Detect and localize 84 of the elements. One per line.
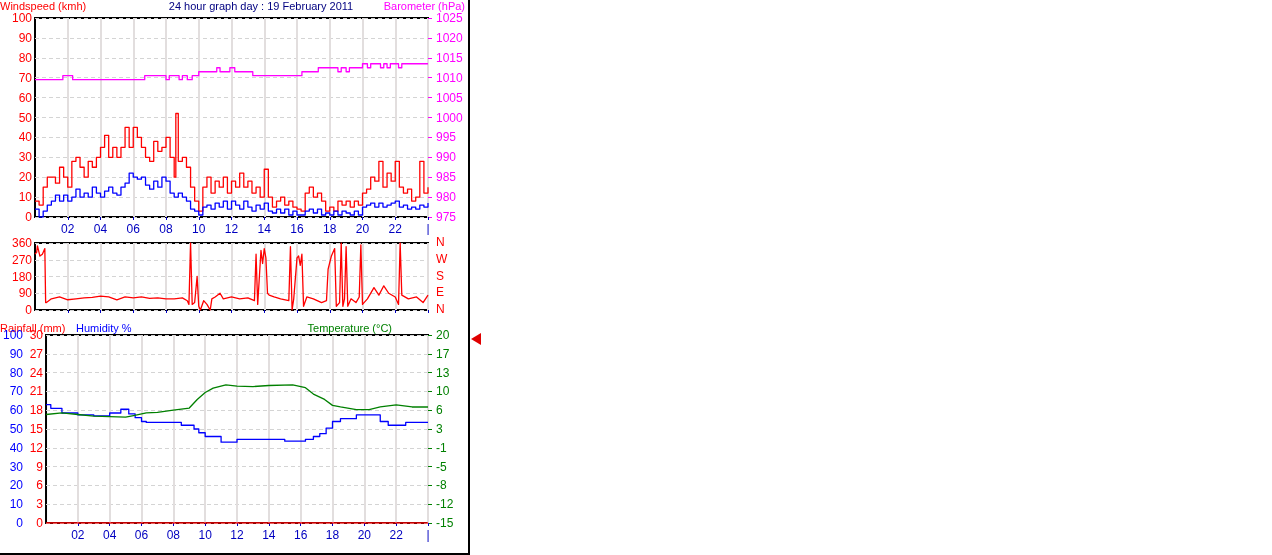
y2-tick-label: 990 — [436, 150, 457, 165]
y2-tick-label: 17 — [436, 346, 450, 361]
x-tick-label: 10 — [198, 528, 213, 542]
y-tick-label: 60 — [18, 90, 33, 105]
x-tick-label: 14 — [257, 222, 272, 236]
y2-tick-label: 10 — [436, 384, 450, 399]
x-tick-label: | — [426, 222, 430, 236]
y-tick-label: 100 — [11, 11, 33, 25]
x-tick-label: 06 — [134, 528, 149, 542]
x-tick-label: | — [426, 528, 430, 542]
y-tick-label: 40 — [18, 130, 33, 145]
y-tick-label: 0 — [25, 303, 33, 317]
y-tick-label: 27 — [29, 346, 44, 361]
x-tick-label: 22 — [389, 528, 404, 542]
x-tick-label: 08 — [166, 528, 181, 542]
x-tick-label: 02 — [61, 222, 75, 236]
y2-tick-label: -15 — [436, 516, 454, 530]
x-tick-label: 22 — [388, 222, 403, 236]
x-tick-label: 04 — [103, 528, 117, 542]
y2-tick-label: 1025 — [436, 11, 464, 25]
y2-tick-label: -8 — [436, 478, 447, 493]
text: E — [436, 285, 445, 300]
y-tick-label: 0 — [25, 210, 33, 224]
text: N — [436, 302, 445, 316]
y-tick-label: 270 — [11, 252, 33, 267]
x-tick-label: 02 — [71, 528, 85, 542]
x-tick-label: 16 — [293, 528, 308, 542]
y-tick-label: 70 — [18, 70, 33, 85]
y2-tick-label: 995 — [436, 130, 457, 145]
y-tick-label: 20 — [18, 170, 33, 185]
y2-tick-label: 3 — [436, 422, 443, 436]
y-tick-label: 80 — [18, 50, 33, 65]
y2-axis-title: Temperature (°C) — [307, 321, 393, 334]
y-tick-label: 360 — [11, 236, 33, 250]
y-tick-label: 15 — [29, 422, 44, 436]
x-tick-label: 10 — [192, 222, 206, 236]
y2-tick-label: -12 — [436, 497, 454, 512]
y2-tick-label: -1 — [436, 440, 447, 455]
y-tick-label: 90 — [18, 30, 33, 45]
y2-tick-label: 20 — [436, 328, 450, 342]
line-series — [34, 242, 429, 311]
y-tick-label: 50 — [18, 110, 33, 125]
y2-tick-label: 975 — [436, 210, 457, 224]
y2-tick-label: 1010 — [436, 70, 464, 85]
y2-tick-label: 980 — [436, 190, 457, 205]
y2-tick-label: 1000 — [436, 110, 464, 125]
x-tick-label: 20 — [357, 528, 372, 542]
y2-tick-label: 6 — [436, 403, 443, 418]
y-axis-title: Windspeed (kmh) — [0, 0, 87, 12]
x-tick-label: 06 — [126, 222, 141, 236]
text: S — [436, 268, 445, 283]
x-tick-label: 14 — [262, 528, 276, 542]
x-tick-label: 18 — [325, 528, 340, 542]
y-tick-label: 0 — [36, 516, 44, 530]
y-tick-label: 10 — [18, 190, 33, 205]
x-tick-label: 20 — [355, 222, 370, 236]
y2-tick-label: 13 — [436, 365, 450, 380]
y-tick-label: 3 — [36, 497, 44, 512]
x-tick-label: 18 — [323, 222, 337, 236]
y-tick-label: 6 — [36, 478, 44, 493]
y-tick-label: 90 — [18, 286, 33, 301]
x-tick-label: 12 — [224, 222, 239, 236]
x-tick-label: 12 — [230, 528, 244, 542]
y3-axis-title: Humidity % — [76, 321, 132, 334]
x-tick-label: 08 — [159, 222, 173, 236]
y2-tick-label: -5 — [436, 459, 447, 474]
x-tick-label: 16 — [290, 222, 304, 236]
y-tick-label: 180 — [11, 269, 33, 284]
y-tick-label: 21 — [29, 384, 44, 399]
text: W — [436, 251, 448, 266]
y2-tick-label: 1005 — [436, 90, 464, 105]
x-tick-label: 04 — [93, 222, 108, 236]
line-series — [45, 384, 429, 418]
y2-axis-title: Barometer (hPa) — [383, 0, 465, 12]
y2-tick-label: 1015 — [436, 50, 464, 65]
y-tick-label: 24 — [29, 365, 44, 380]
y-tick-label: 9 — [36, 459, 44, 474]
y-tick-label: 18 — [29, 403, 44, 418]
y2-tick-label: 985 — [436, 170, 457, 185]
y-tick-label: 30 — [18, 150, 33, 165]
y2-tick-label: 1020 — [436, 30, 464, 45]
text: N — [436, 235, 445, 249]
y-tick-label: 12 — [29, 440, 44, 455]
chart-title: 24 hour graph day : 19 February 2011 — [168, 0, 354, 12]
